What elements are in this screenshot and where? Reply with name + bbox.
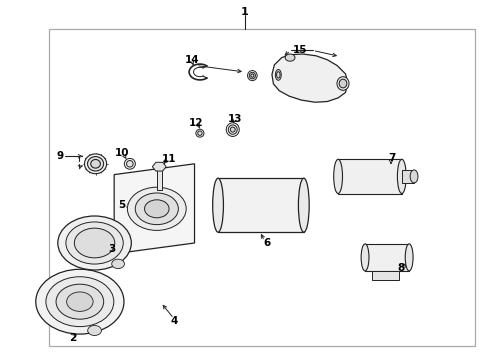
Circle shape: [46, 277, 114, 327]
Polygon shape: [272, 54, 348, 102]
Circle shape: [112, 259, 124, 269]
Ellipse shape: [124, 158, 135, 169]
Ellipse shape: [337, 77, 349, 90]
Circle shape: [145, 200, 169, 218]
Circle shape: [74, 228, 115, 258]
Ellipse shape: [251, 74, 254, 77]
Circle shape: [56, 284, 104, 319]
Circle shape: [127, 187, 186, 230]
Ellipse shape: [84, 154, 107, 174]
Ellipse shape: [275, 69, 281, 80]
Ellipse shape: [230, 127, 235, 132]
Text: 8: 8: [397, 263, 404, 273]
Text: 1: 1: [241, 7, 249, 17]
Ellipse shape: [228, 125, 237, 134]
Ellipse shape: [405, 244, 413, 271]
Text: 13: 13: [228, 114, 243, 124]
Ellipse shape: [91, 159, 100, 168]
Circle shape: [67, 292, 93, 311]
Circle shape: [285, 54, 295, 61]
Circle shape: [88, 325, 101, 336]
Bar: [218, 178, 304, 232]
Ellipse shape: [247, 71, 257, 81]
Text: 3: 3: [108, 244, 115, 254]
Ellipse shape: [334, 159, 343, 194]
Circle shape: [135, 193, 178, 225]
Text: 11: 11: [162, 154, 176, 164]
Circle shape: [58, 216, 131, 270]
Ellipse shape: [276, 72, 280, 78]
Ellipse shape: [213, 178, 223, 232]
Bar: [402, 170, 414, 183]
Ellipse shape: [196, 129, 204, 137]
Ellipse shape: [197, 131, 202, 135]
Text: 9: 9: [56, 151, 63, 161]
Bar: [157, 165, 162, 190]
Text: 4: 4: [170, 316, 178, 326]
Bar: [338, 159, 402, 194]
Polygon shape: [114, 164, 195, 254]
Bar: [372, 271, 399, 280]
Bar: [49, 29, 475, 346]
Bar: [365, 244, 409, 271]
Text: 7: 7: [388, 153, 396, 163]
Text: 5: 5: [118, 200, 125, 210]
Text: 15: 15: [293, 45, 307, 55]
Circle shape: [36, 269, 124, 334]
Ellipse shape: [361, 244, 369, 271]
Text: 6: 6: [264, 238, 270, 248]
Text: 2: 2: [69, 333, 76, 343]
Ellipse shape: [410, 170, 418, 183]
Text: 10: 10: [115, 148, 130, 158]
Ellipse shape: [249, 72, 255, 79]
Ellipse shape: [126, 161, 133, 167]
Ellipse shape: [226, 123, 239, 136]
Text: 12: 12: [189, 118, 203, 128]
Ellipse shape: [88, 157, 103, 171]
Ellipse shape: [298, 178, 309, 232]
Circle shape: [66, 222, 123, 264]
Ellipse shape: [339, 79, 347, 88]
Polygon shape: [152, 162, 166, 171]
Ellipse shape: [397, 159, 406, 194]
Text: 14: 14: [185, 55, 200, 66]
